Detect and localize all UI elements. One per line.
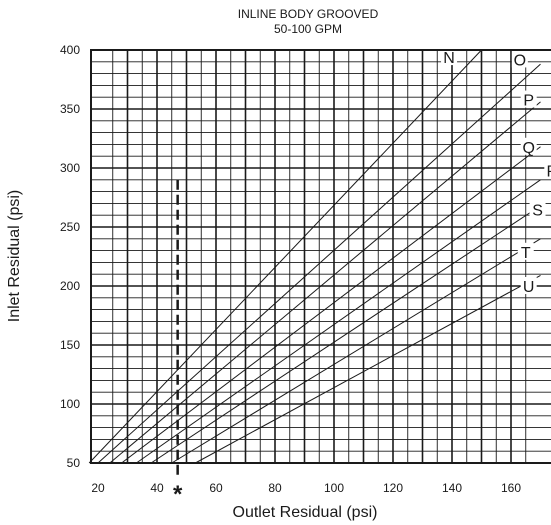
series-label-t: T (521, 245, 531, 262)
series-label-bg-q (520, 137, 537, 155)
series-label-o: O (514, 52, 526, 69)
x-ticks: 20 40 60 80 100 120 140 160 (91, 481, 521, 495)
series-line-n (88, 49, 482, 464)
series-label-s: S (532, 202, 543, 219)
marker-group: * (173, 179, 183, 508)
x-axis-label: Outlet Residual (psi) (233, 504, 378, 521)
series-label-u: U (523, 279, 535, 296)
series-line-o (97, 63, 541, 464)
series-label-q: Q (522, 140, 534, 157)
x-tick-label: 160 (501, 481, 521, 495)
series-labels: N O P QR S TU (441, 48, 551, 296)
series-label-n: N (443, 50, 455, 67)
y-ticks: 50 100 150 200 250 300 350 400 (60, 43, 80, 470)
y-tick-label: 350 (60, 102, 80, 116)
x-tick-label: 140 (442, 481, 462, 495)
y-tick-label: 250 (60, 220, 80, 234)
series-line-q (121, 146, 541, 464)
x-tick-label: 60 (209, 481, 223, 495)
x-tick-label: 40 (150, 481, 164, 495)
chart-title: INLINE BODY GROOVED (238, 7, 379, 21)
x-tick-label: 20 (91, 481, 105, 495)
series-line-t (171, 238, 541, 464)
y-tick-label: 100 (60, 397, 80, 411)
major-grid (91, 50, 551, 463)
x-tick-label: 100 (324, 481, 344, 495)
series-lines (88, 49, 541, 464)
y-tick-label: 300 (60, 161, 80, 175)
series-line-p (109, 101, 541, 464)
series-label-bg-o (511, 50, 528, 68)
plot-frame (90, 49, 551, 464)
marker-asterisk: * (173, 481, 183, 508)
series-line-s (150, 205, 541, 464)
y-axis-label: Inlet Residual (psi) (6, 190, 23, 323)
series-label-bg-u (520, 277, 537, 294)
series-label-bg-s (529, 200, 546, 218)
series-label-bg-t (517, 242, 534, 260)
series-label-bg-n (441, 48, 458, 66)
series-label-p: P (523, 93, 534, 110)
series-label-r: R (547, 163, 551, 180)
series-label-bg-r (544, 161, 551, 179)
series-line-r (136, 179, 541, 464)
y-tick-label: 200 (60, 279, 80, 293)
y-tick-label: 50 (67, 456, 81, 470)
y-tick-label: 400 (60, 43, 80, 57)
y-tick-label: 150 (60, 338, 80, 352)
series-label-bg-p (520, 90, 537, 108)
x-tick-label: 120 (383, 481, 403, 495)
chart-subtitle: 50-100 GPM (274, 22, 342, 36)
series-line-u (195, 274, 541, 464)
x-tick-label: 80 (268, 481, 282, 495)
